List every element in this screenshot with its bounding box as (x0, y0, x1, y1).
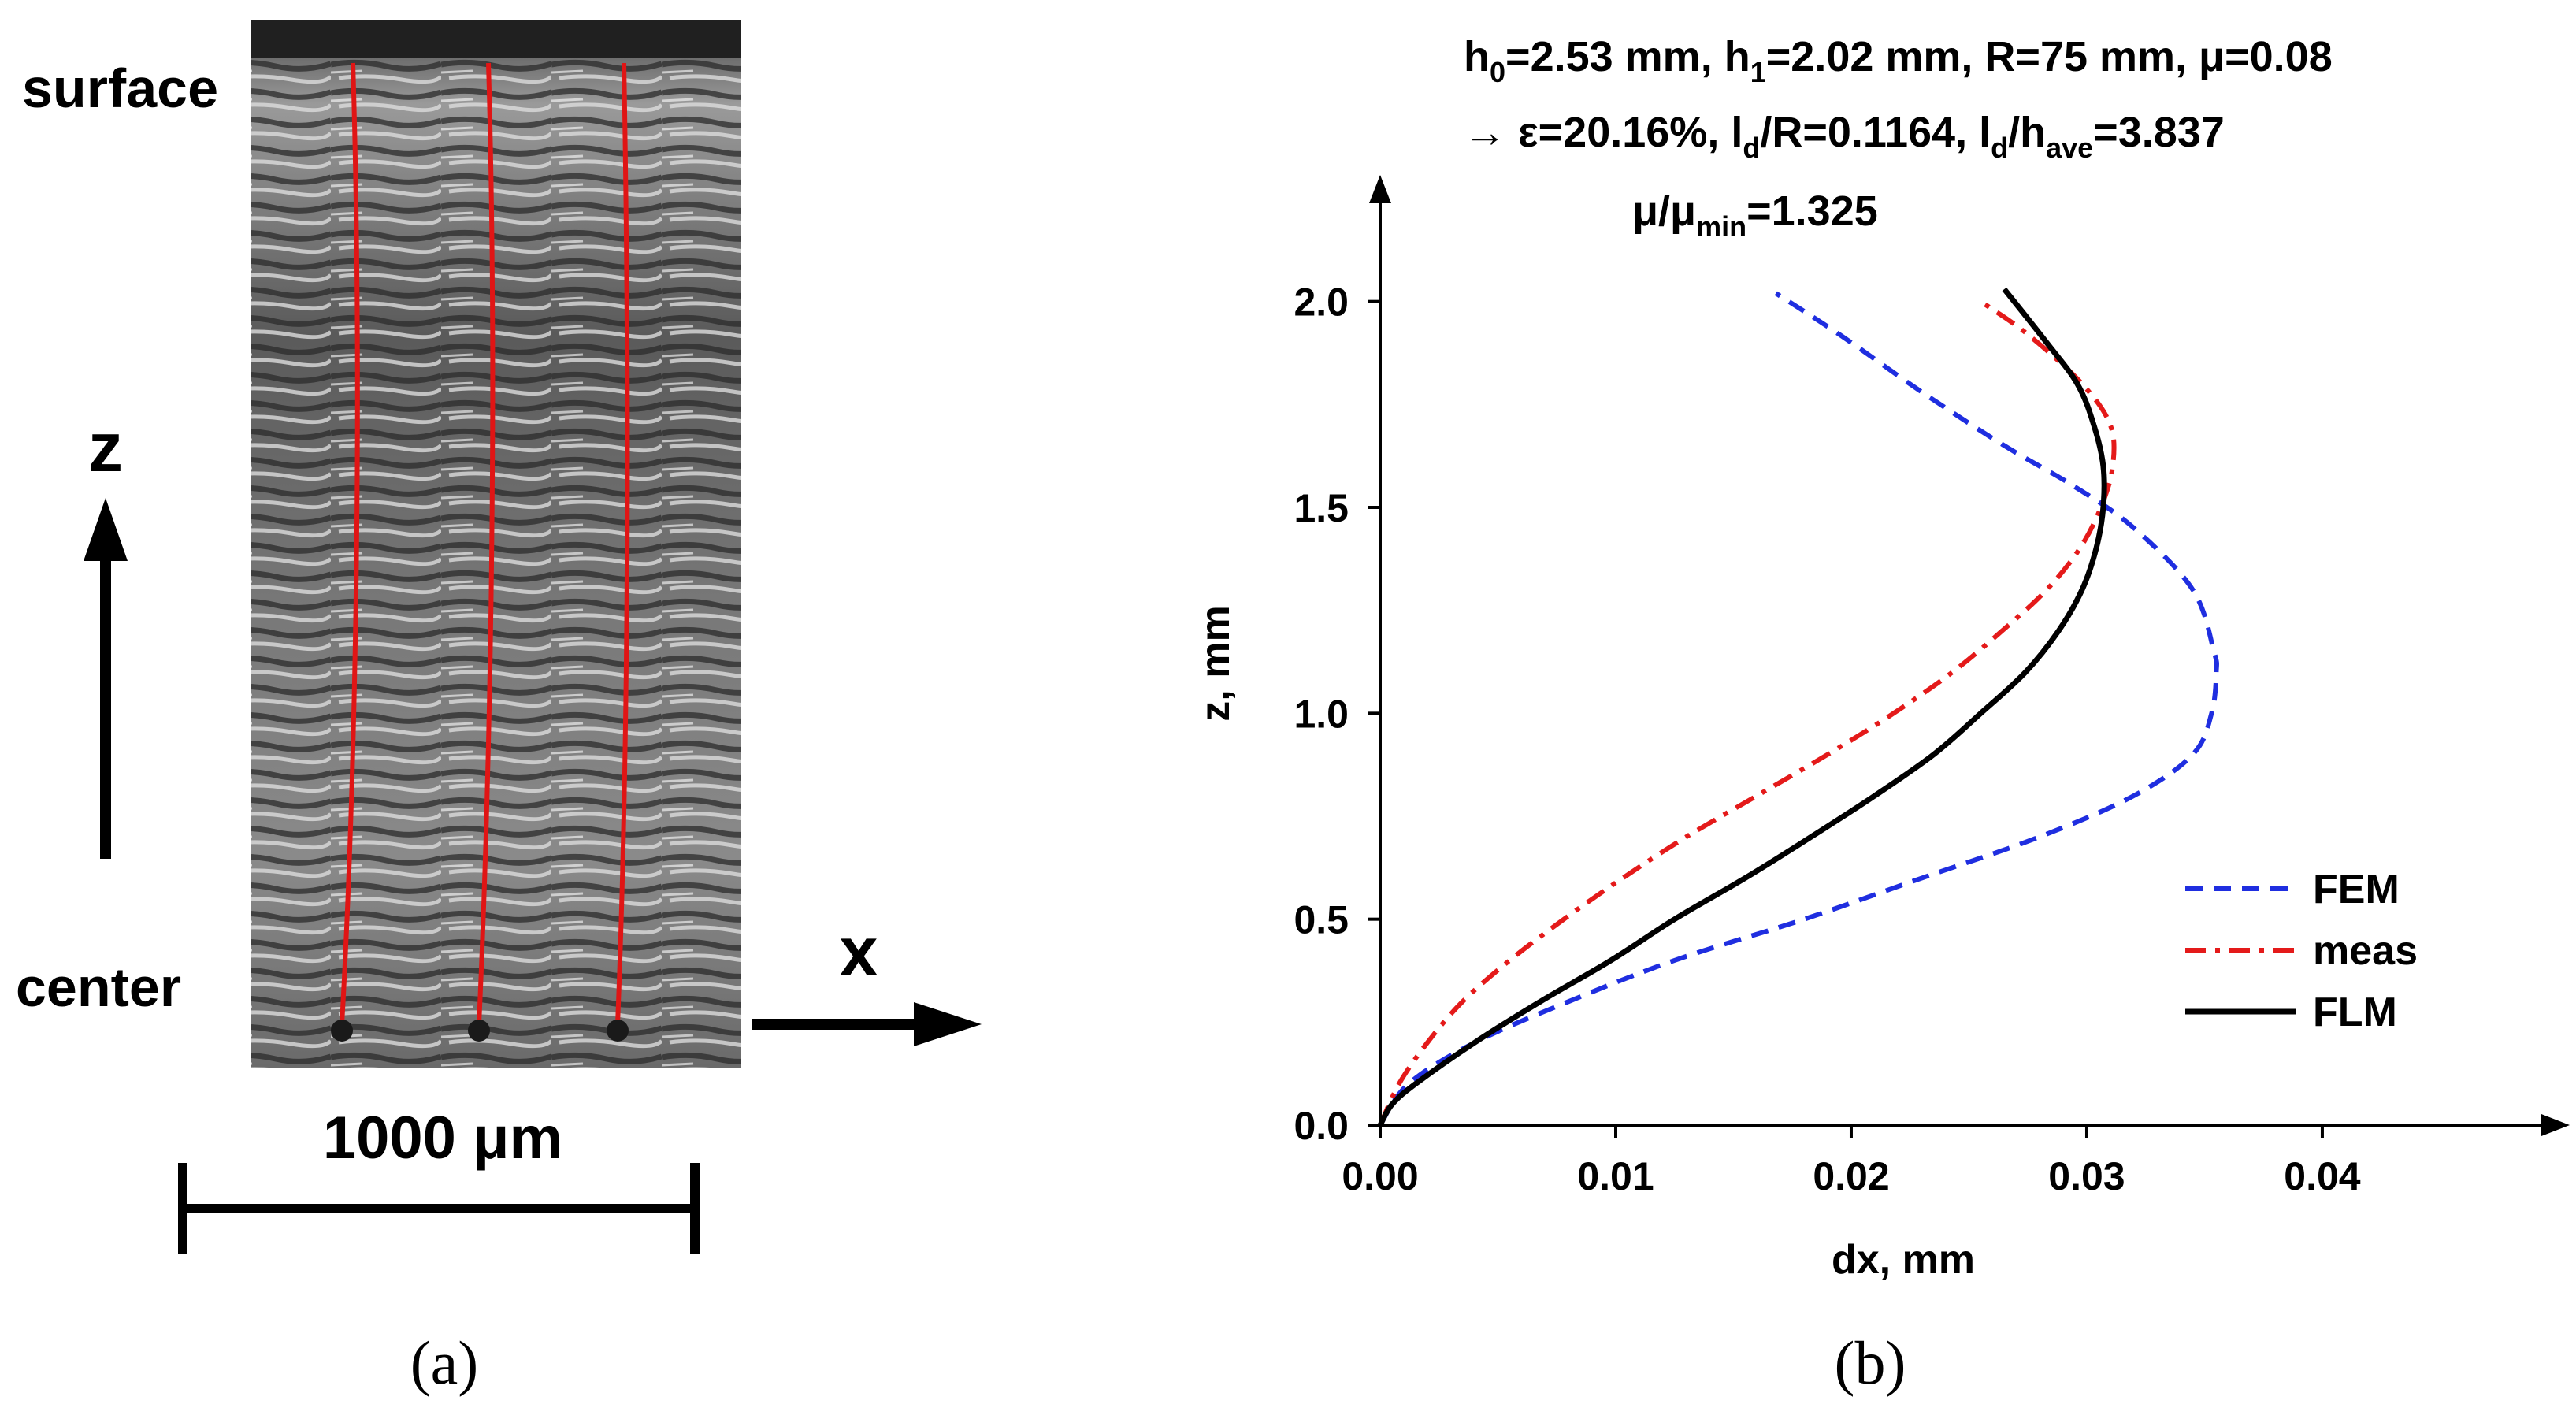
series-line-fem (1378, 291, 2219, 1127)
y-tick-label: 1.0 (1294, 692, 1349, 736)
y-axis-arrowhead (1369, 175, 1391, 203)
panel-b: h0=2.53 mm, h1=2.02 mm, R=75 mm, μ=0.08 … (1193, 33, 2570, 1397)
deformation-line-middle (477, 62, 496, 1025)
x-axis-title: dx, mm (1832, 1237, 1975, 1283)
panel-a: surface center z x 1000 μm (a) (16, 20, 982, 1397)
series-line-flm (1377, 287, 2107, 1127)
x-axis-arrowhead (2541, 1114, 2570, 1136)
y-tick-label: 0.5 (1294, 898, 1349, 942)
legend-label-fem: FEM (2313, 867, 2400, 912)
surface-label: surface (22, 58, 218, 119)
deformation-line-right (615, 62, 630, 1025)
x-tick-label: 0.03 (2048, 1154, 2125, 1198)
x-axis-arrow-head (914, 1002, 982, 1046)
micrograph-texture (251, 47, 741, 1068)
indent-mark-left (331, 1020, 353, 1042)
series-layer (1377, 287, 2219, 1127)
y-tick-label: 2.0 (1294, 280, 1349, 325)
y-axis-title: z, mm (1193, 605, 1238, 721)
micrograph-top-edge (251, 20, 741, 58)
legend-label-meas: meas (2313, 928, 2418, 974)
ticks-layer: 0.00 0.01 0.02 0.03 0.04 0.0 0.5 1.0 1.5 2.0 (1294, 280, 2360, 1198)
series-line-meas (1378, 299, 2117, 1127)
mu-ratio-annotation: μ/μmin=1.325 (1632, 188, 1878, 243)
x-tick-label: 0.04 (2284, 1154, 2361, 1198)
panel-a-caption: (a) (410, 1328, 479, 1397)
x-tick-label: 0.01 (1577, 1154, 1654, 1198)
legend-label-flm: FLM (2313, 990, 2397, 1035)
x-tick-label: 0.02 (1813, 1154, 1889, 1198)
panel-b-caption: (b) (1835, 1328, 1906, 1397)
z-axis-label: z (88, 408, 123, 486)
x-tick-label: 0.00 (1342, 1154, 1418, 1198)
legend: FEM meas FLM (2185, 867, 2418, 1035)
center-label: center (16, 956, 181, 1018)
plot-area: 0.00 0.01 0.02 0.03 0.04 0.0 0.5 1.0 1.5 2.0 dx, … (1193, 175, 2570, 1283)
y-tick-label: 1.5 (1294, 486, 1349, 530)
scale-bar-label: 1000 μm (323, 1105, 562, 1172)
y-tick-label: 0.0 (1294, 1104, 1349, 1148)
indent-mark-middle (468, 1020, 490, 1042)
indent-mark-right (607, 1020, 629, 1042)
axes-layer (1369, 175, 2570, 1136)
x-axis-label: x (840, 912, 878, 990)
z-axis-arrow-head (84, 498, 128, 561)
header-line-2: → ε=20.16%, ld/R=0.1164, ld/have=3.837 (1464, 109, 2225, 164)
deformation-line-left (340, 62, 360, 1025)
header-line-1: h0=2.53 mm, h1=2.02 mm, R=75 mm, μ=0.08 (1464, 33, 2333, 88)
